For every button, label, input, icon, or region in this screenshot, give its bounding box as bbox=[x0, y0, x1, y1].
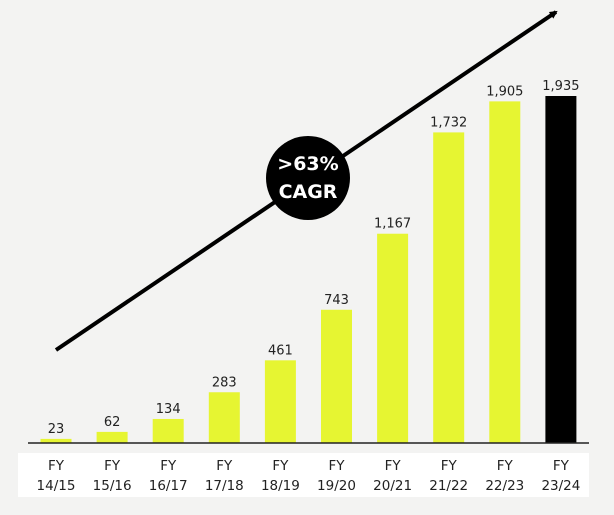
category-label: FY bbox=[328, 458, 345, 474]
category-label: FY bbox=[216, 458, 233, 474]
bar bbox=[377, 233, 409, 443]
category-label: 20/21 bbox=[373, 478, 412, 494]
category-label: 17/18 bbox=[205, 478, 244, 494]
category-label: FY bbox=[441, 458, 458, 474]
category-label: 14/15 bbox=[37, 478, 76, 494]
category-label: 22/23 bbox=[485, 478, 524, 494]
category-label-band bbox=[18, 453, 589, 497]
data-label: 62 bbox=[104, 415, 121, 430]
data-label: 134 bbox=[156, 402, 181, 417]
data-label: 1,905 bbox=[486, 84, 523, 99]
data-label: 283 bbox=[212, 375, 237, 390]
category-label: 16/17 bbox=[149, 478, 188, 494]
category-label: FY bbox=[553, 458, 570, 474]
data-label: 461 bbox=[268, 343, 293, 358]
bar bbox=[545, 96, 577, 443]
category-label: FY bbox=[272, 458, 289, 474]
data-label: 1,167 bbox=[374, 217, 411, 232]
bar bbox=[264, 360, 296, 443]
bar bbox=[433, 132, 465, 443]
bar bbox=[96, 431, 128, 443]
category-label: 18/19 bbox=[261, 478, 300, 494]
cagr-value: >63% bbox=[277, 153, 338, 175]
category-label: FY bbox=[160, 458, 177, 474]
bar bbox=[321, 309, 352, 443]
data-label: 743 bbox=[324, 293, 349, 308]
category-label: FY bbox=[48, 458, 65, 474]
data-label: 1,935 bbox=[542, 79, 579, 94]
category-label: 19/20 bbox=[317, 478, 356, 494]
bar bbox=[152, 418, 184, 443]
cagr-label: CAGR bbox=[279, 181, 338, 203]
bar bbox=[208, 392, 240, 443]
category-label: 15/16 bbox=[93, 478, 132, 494]
category-label: 23/24 bbox=[541, 478, 580, 494]
cagr-badge: >63% CAGR bbox=[266, 136, 350, 220]
category-label: FY bbox=[497, 458, 514, 474]
category-label: FY bbox=[385, 458, 402, 474]
bar bbox=[489, 101, 521, 443]
data-label: 1,732 bbox=[430, 115, 467, 130]
category-label: 21/22 bbox=[429, 478, 468, 494]
category-label: FY bbox=[104, 458, 121, 474]
bar bbox=[40, 438, 72, 443]
data-label: 23 bbox=[48, 422, 65, 437]
